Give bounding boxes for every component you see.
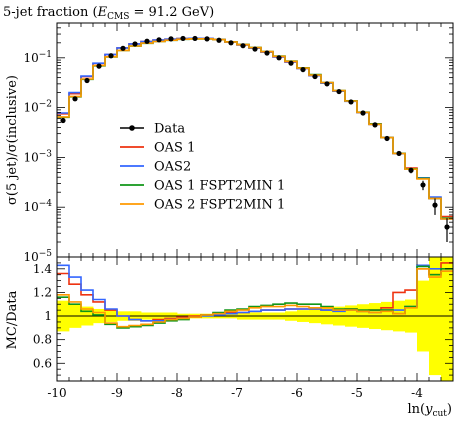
data-point — [204, 36, 210, 42]
chart-title: 5-jet fraction (ECMS = 91.2 GeV) — [3, 5, 214, 22]
legend-label-oas2: OAS2 — [154, 160, 191, 175]
data-point — [144, 38, 150, 44]
data-point — [336, 88, 342, 95]
data-point — [276, 55, 282, 61]
ratio-y-axis-label: MC/Data — [5, 290, 20, 349]
y-tick-label: 10−1 — [23, 50, 52, 65]
data-point — [228, 40, 234, 46]
data-point — [156, 37, 162, 43]
ratio-line-oas-2-fspt2min-1 — [57, 268, 453, 328]
data-point — [132, 41, 138, 47]
ratio-line-oas-1-fspt2min-1 — [57, 265, 453, 329]
legend-label-data: Data — [154, 122, 185, 137]
x-tick-label: -4 — [411, 386, 423, 400]
legend-label-oas-1-fspt2min-1: OAS 1 FSPT2MIN 1 — [154, 179, 285, 194]
data-point — [444, 224, 450, 230]
ratio-y-tick-label: 0.8 — [33, 333, 52, 347]
data-point — [192, 35, 198, 42]
data-point — [120, 45, 126, 51]
data-point — [300, 66, 306, 73]
data-point — [312, 73, 318, 80]
legend-label-oas-2-fspt2min-1: OAS 2 FSPT2MIN 1 — [154, 198, 285, 213]
data-point — [324, 81, 330, 87]
uncertainty-band-bin — [441, 257, 453, 381]
data-point — [216, 37, 222, 43]
ratio-frame — [56, 256, 454, 382]
data-point — [72, 96, 78, 102]
x-tick-label: -9 — [111, 386, 123, 400]
y-tick-label: 10−3 — [23, 149, 52, 164]
main-y-axis-label: σ(5 jet)/σ(inclusive) — [5, 75, 20, 205]
y-tick-label: 10−2 — [23, 100, 52, 115]
data-point — [168, 36, 174, 42]
data-point — [96, 63, 102, 69]
legend-marker-data — [129, 125, 135, 131]
ratio-y-tick-label: 1 — [44, 309, 52, 323]
data-point — [288, 60, 294, 66]
x-tick-label: -6 — [291, 386, 303, 400]
data-point — [180, 35, 186, 42]
x-tick-label: -7 — [231, 386, 243, 400]
data-point — [384, 135, 390, 142]
ratio-y-tick-label: 0.6 — [33, 356, 52, 370]
data-point — [348, 99, 354, 105]
data-point — [84, 77, 90, 84]
data-point — [252, 46, 258, 52]
data-point — [60, 117, 66, 124]
data-point — [372, 122, 378, 128]
main-panel: 10−1 10−2 10−3 10−4 10−5 σ(5 jet)/σ(inclusiv… — [5, 22, 454, 264]
data-point — [264, 50, 270, 56]
legend-label-oas-1: OAS 1 — [154, 141, 195, 156]
data-point — [420, 182, 426, 188]
data-point — [240, 43, 246, 49]
data-point — [432, 202, 438, 208]
ratio-y-tick-label: 1.4 — [33, 262, 52, 276]
x-tick-label: -5 — [351, 386, 363, 400]
data-point — [396, 150, 402, 157]
data-point — [108, 53, 114, 59]
x-tick-label: -8 — [171, 386, 183, 400]
y-tick-label: 10−5 — [23, 249, 52, 264]
x-tick-label: -10 — [47, 386, 66, 400]
y-tick-label: 10−4 — [23, 199, 52, 214]
data-point — [360, 110, 366, 116]
ratio-y-tick-label: 1.2 — [33, 285, 52, 299]
x-axis-label: ln(ycut) — [407, 402, 452, 419]
legend: Data OAS 1 OAS2 OAS 1 FSPT2MIN 1 OAS 2 FSPT2… — [120, 122, 285, 213]
data-point — [408, 167, 414, 173]
ratio-panel: 0.6 0.8 1 1.2 1.4 -10 -9 -8 -7 -6 -5 -4 MC/Data ln(… — [5, 256, 454, 419]
